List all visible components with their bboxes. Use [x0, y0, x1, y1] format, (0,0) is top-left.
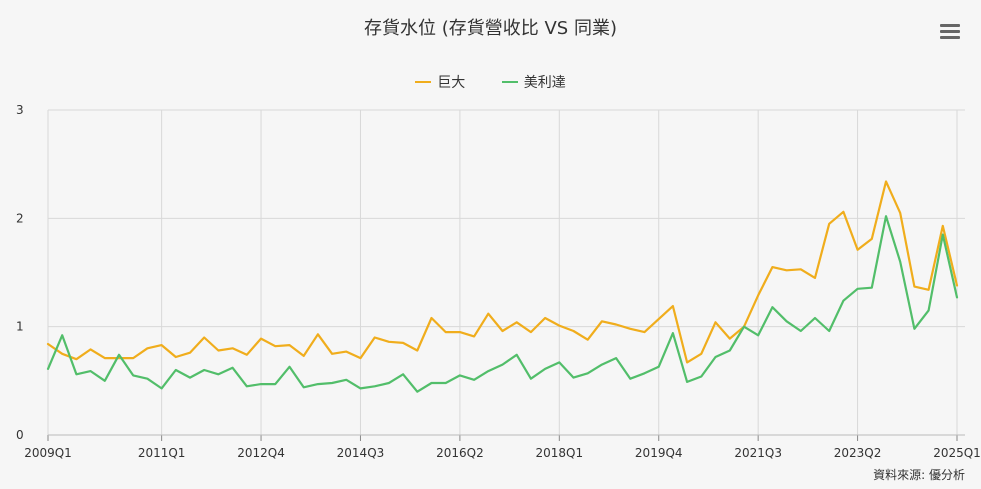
grid-layer [47, 109, 965, 436]
y-tick-label: 3 [16, 103, 24, 117]
y-tick-label: 1 [16, 320, 24, 334]
legend-swatch-giant [415, 81, 432, 83]
x-tick-label: 2023Q2 [834, 446, 882, 460]
x-tick-label: 2014Q3 [337, 446, 385, 460]
x-tick-label: 2019Q4 [635, 446, 683, 460]
series-layer [46, 180, 959, 393]
x-tick-label: 2011Q1 [138, 446, 186, 460]
y-tick-label: 0 [16, 428, 24, 442]
x-tick-label: 2016Q2 [436, 446, 484, 460]
legend-item-giant[interactable]: 巨大 [415, 72, 465, 92]
x-tick-label: 2009Q1 [24, 446, 72, 460]
hamburger-menu-icon[interactable] [940, 24, 960, 40]
series-line-giant [46, 180, 959, 364]
y-tick-label: 2 [16, 211, 24, 225]
chart-legend: 巨大 美利達 [0, 71, 981, 92]
legend-swatch-merida [501, 81, 518, 83]
x-tick-label: 2025Q1 [933, 446, 981, 460]
source-credit: 資料來源: 優分析 [873, 468, 965, 482]
series-line-merida [46, 215, 959, 393]
chart-title: 存貨水位 (存貨營收比 VS 同業) [364, 18, 617, 39]
axis-layer: 0 1 2 3 2009Q1 2011Q1 2012Q4 2014Q3 2016Q2 2018Q1… [16, 103, 981, 460]
x-tick-label: 2021Q3 [734, 446, 782, 460]
x-tick-label: 2018Q1 [536, 446, 584, 460]
x-tick-label: 2012Q4 [237, 446, 285, 460]
legend-label-giant: 巨大 [437, 75, 466, 91]
legend-item-merida[interactable]: 美利達 [501, 72, 566, 92]
legend-label-merida: 美利達 [523, 75, 566, 91]
